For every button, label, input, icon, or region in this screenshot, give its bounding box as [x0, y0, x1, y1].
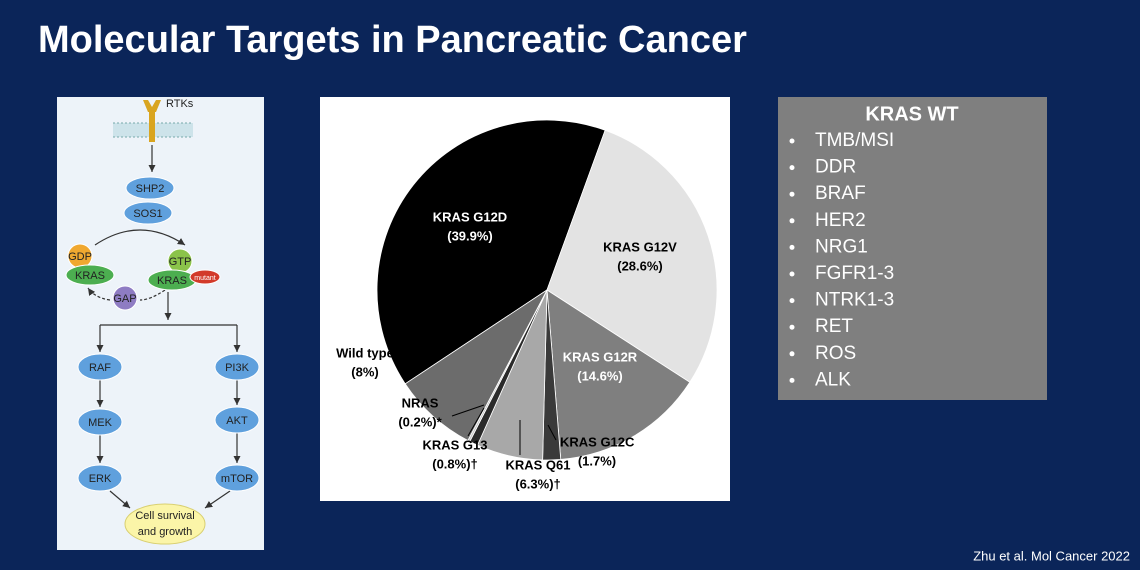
list-item: DDR: [815, 157, 856, 178]
list-item: FGFR1-3: [815, 263, 894, 284]
slice-value: (28.6%): [617, 258, 663, 273]
node-label: mTOR: [221, 473, 253, 485]
slice-value: (8%): [351, 364, 378, 379]
list-panel: [778, 97, 1047, 400]
slice-label: KRAS G13: [422, 437, 487, 452]
node-label: RAF: [89, 362, 111, 374]
node-shape: [112, 285, 138, 311]
slice-label: KRAS Q61: [505, 457, 570, 472]
node-shape: [214, 406, 260, 434]
outcome-label: Cell survival: [135, 510, 194, 522]
leader-line: [467, 407, 485, 437]
slice-label: KRAS G12V: [603, 239, 677, 254]
bullet: [789, 324, 795, 330]
node-shape: [77, 408, 123, 436]
outcome-label: and growth: [138, 526, 192, 538]
bullet: [789, 138, 795, 144]
bullet: [789, 244, 795, 250]
slice-label: NRAS: [402, 395, 439, 410]
node-shape: [123, 201, 173, 225]
list-item: ROS: [815, 343, 856, 364]
node-shape: [77, 464, 123, 492]
pie-slice: [546, 289, 691, 460]
node-label: mutant: [194, 275, 215, 282]
node-shape: [189, 269, 221, 285]
node-shape: [125, 176, 175, 200]
bullet: [789, 351, 795, 357]
slice-value: (1.7%): [578, 453, 616, 468]
slice-value: (14.6%): [577, 368, 623, 383]
list-item: BRAF: [815, 183, 866, 204]
list-title: KRAS WT: [865, 103, 958, 125]
node-label: GDP: [68, 251, 92, 263]
list-item: NRG1: [815, 236, 868, 257]
slice-value: (0.8%)†: [432, 456, 478, 471]
node-label: GTP: [169, 256, 192, 268]
pie-slice: [546, 129, 718, 383]
slice-label: KRAS G12D: [433, 209, 507, 224]
node-label: KRAS: [157, 275, 187, 287]
node-label: KRAS: [75, 270, 105, 282]
slide-title: Molecular Targets in Pancreatic Cancer: [38, 19, 747, 61]
bullet: [789, 218, 795, 224]
pie-slice: [404, 289, 548, 442]
list-item: NTRK1-3: [815, 290, 894, 311]
edges: [87, 145, 241, 509]
node-label: GAP: [113, 293, 136, 305]
node-label: PI3K: [225, 362, 250, 374]
bullet: [789, 298, 795, 304]
leader-line: [451, 404, 485, 417]
slice-label: Wild type: [336, 345, 394, 360]
leader-line: [547, 424, 557, 441]
list-item: RET: [815, 316, 853, 337]
list-item: HER2: [815, 210, 866, 231]
list-item: TMB/MSI: [815, 130, 894, 151]
list-item: ALK: [815, 369, 851, 390]
node-shape: [214, 353, 260, 381]
pie-slice: [376, 119, 606, 385]
node-label: AKT: [226, 415, 248, 427]
slice-label: KRAS G12C: [560, 434, 635, 449]
citation: Zhu et al. Mol Cancer 2022: [973, 548, 1130, 563]
node-label: MEK: [88, 417, 113, 429]
bullet: [789, 271, 795, 277]
node-shape: [65, 264, 115, 286]
bullet: [789, 377, 795, 383]
receptor-label: RTKs: [166, 98, 194, 110]
slice-value: (0.2%)*: [398, 414, 442, 429]
bullet: [789, 165, 795, 171]
bullet: [789, 191, 795, 197]
node-shape: [77, 353, 123, 381]
slice-label: KRAS G12R: [563, 349, 638, 364]
outcome-shape: [124, 503, 206, 545]
receptor: [143, 100, 161, 142]
node-label: SOS1: [133, 208, 162, 220]
node-label: SHP2: [136, 183, 165, 195]
node-label: ERK: [89, 473, 112, 485]
slice-value: (39.9%): [447, 228, 493, 243]
node-shape: [214, 464, 260, 492]
slice-value: (6.3%)†: [515, 476, 561, 491]
